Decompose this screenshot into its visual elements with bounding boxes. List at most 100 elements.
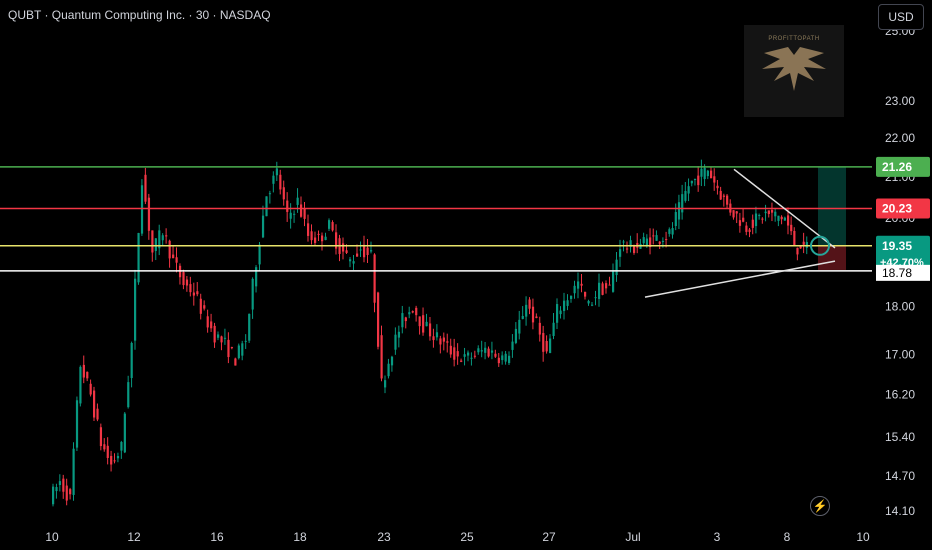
candle-body <box>147 197 151 231</box>
candle-body <box>545 341 548 352</box>
candle-body <box>182 272 185 286</box>
y-tick-label: 23.00 <box>885 94 915 108</box>
candle-body <box>96 408 99 420</box>
candle-body <box>168 240 171 259</box>
candle-body <box>511 341 514 350</box>
candle-body <box>435 332 439 338</box>
candle-body <box>584 291 587 297</box>
candle-body <box>52 486 55 505</box>
candle-body <box>422 315 425 333</box>
candle-body <box>777 215 780 221</box>
candle-body <box>764 211 767 214</box>
candle-body <box>594 297 597 299</box>
candle-body <box>345 250 348 253</box>
candle-body <box>192 292 195 296</box>
candle-body <box>161 235 164 241</box>
candle-body <box>86 371 89 379</box>
candle-body <box>217 334 220 338</box>
y-tick-label: 15.40 <box>885 430 915 444</box>
candle-body <box>303 208 306 219</box>
candle-body <box>199 298 202 314</box>
candle-body <box>282 187 285 200</box>
candle-body <box>605 283 608 289</box>
candle-body <box>735 211 738 214</box>
candle-body <box>251 278 254 310</box>
candle-body <box>185 279 189 286</box>
candle-body <box>189 284 192 293</box>
candle-body <box>556 304 559 323</box>
candle-body <box>690 180 693 184</box>
candle-body <box>206 316 209 328</box>
candle-body <box>681 194 684 213</box>
candle-body <box>62 478 65 492</box>
candle-body <box>404 317 407 322</box>
candle-body <box>286 200 289 212</box>
candle-body <box>106 445 109 458</box>
candle-body <box>463 354 466 357</box>
candle-body <box>542 332 545 352</box>
candle-body <box>748 229 751 232</box>
candle-body <box>130 342 133 379</box>
candle-body <box>439 338 442 345</box>
candle-body <box>359 249 362 251</box>
candle-body <box>538 322 541 335</box>
candle-body <box>780 216 783 220</box>
candle-body <box>601 283 604 295</box>
candle-body <box>394 334 397 350</box>
candle-body <box>677 202 681 220</box>
candle-body <box>697 175 700 186</box>
candle-body <box>470 357 473 359</box>
candle-body <box>587 300 590 304</box>
candle-body <box>710 170 713 179</box>
candle-body <box>671 228 674 235</box>
candle-body <box>477 348 480 353</box>
candle-body <box>120 442 123 451</box>
candle-body <box>577 281 580 289</box>
candle-body <box>591 304 594 306</box>
candle-body <box>467 352 470 356</box>
candle-body <box>761 218 764 220</box>
candle-body <box>559 310 562 315</box>
candle-body <box>626 248 629 250</box>
candle-body <box>335 232 338 249</box>
x-tick-label: 3 <box>714 530 721 544</box>
candle-body <box>796 247 799 255</box>
candle-body <box>55 487 58 492</box>
candle-body <box>622 241 625 243</box>
candle-body <box>123 413 126 453</box>
y-tick-label: 14.70 <box>885 469 915 483</box>
currency-button[interactable]: USD <box>878 4 924 30</box>
candle-body <box>612 271 615 292</box>
candle-body <box>793 230 796 246</box>
candle-body <box>331 222 334 231</box>
candle-body <box>272 175 275 184</box>
candle-body <box>484 347 487 353</box>
candle-body <box>706 170 709 177</box>
candle-body <box>726 195 729 205</box>
candle-body <box>65 485 68 501</box>
x-tick-label: 23 <box>377 530 391 544</box>
candle-body <box>265 196 268 217</box>
candle-body <box>293 213 296 215</box>
symbol-header: QUBT · Quantum Computing Inc. · 30 · NAS… <box>8 8 271 22</box>
candles <box>52 159 808 507</box>
candle-body <box>580 283 583 286</box>
candle-body <box>552 322 555 336</box>
price-label: 19.35 <box>882 239 912 253</box>
x-tick-label: 27 <box>542 530 556 544</box>
candle-body <box>89 383 92 395</box>
candle-body <box>453 347 456 360</box>
candle-body <box>268 193 272 195</box>
candle-body <box>93 390 96 418</box>
candle-body <box>716 185 719 189</box>
candle-body <box>328 220 331 229</box>
candle-body <box>658 241 661 244</box>
x-tick-label: Jul <box>625 530 640 544</box>
lightning-bolt-icon[interactable]: ⚡ <box>810 496 830 516</box>
candle-body <box>629 240 632 247</box>
candle-body <box>619 249 622 257</box>
candle-body <box>693 178 697 180</box>
candle-body <box>165 235 168 237</box>
candle-body <box>449 345 452 355</box>
